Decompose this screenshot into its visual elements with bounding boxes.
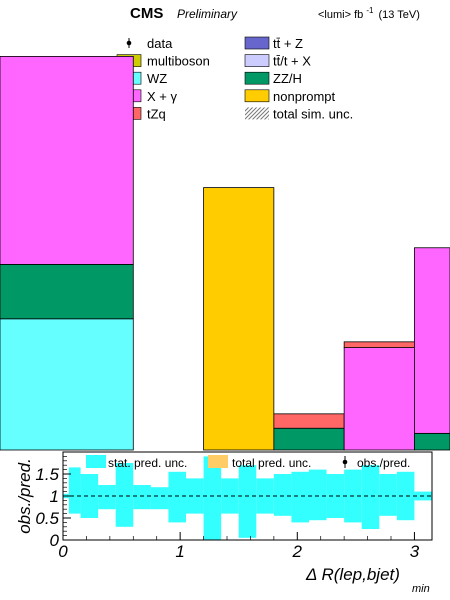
legend-data-label: data <box>147 36 173 51</box>
ratio-stat-band-12 <box>256 478 274 514</box>
ratio-ytick-label-1: 0.5 <box>35 509 59 528</box>
ratio-stat-band-20 <box>396 471 415 521</box>
ratio-stat-band-6 <box>150 487 169 510</box>
ratio-legend: stat. pred. unc. total pred. unc. obs./pre… <box>86 455 410 470</box>
legend-nonprompt-label: nonprompt <box>273 89 336 104</box>
bar-zz-h-bin-0 <box>0 263 134 320</box>
legend: data multiboson WZ X + γ tZq tt̄ + Z tt̄/t + X… <box>116 36 353 121</box>
x-axis-title-subscript: min <box>412 583 430 595</box>
legend-totunc-swatch <box>245 107 269 120</box>
ratio-stat-band-1 <box>68 467 81 514</box>
legend-tzq-label: tZq <box>147 106 166 121</box>
ratio-y-axis: 0 0.5 1 1.5 <box>35 456 71 550</box>
legend-data-marker <box>126 40 132 46</box>
bar-zz-h-bin-5 <box>414 432 450 451</box>
bar-tzq-bin-4 <box>343 341 415 348</box>
energy-text: (13 TeV) <box>379 9 420 21</box>
ratio-y-title: obs./pred. <box>15 458 34 534</box>
bar-zz-h-bin-3 <box>273 427 345 451</box>
ratio-stat-band-14 <box>291 471 309 523</box>
ratio-stat-band-7 <box>168 471 186 523</box>
legend-totunc-label: total sim. unc. <box>273 106 353 121</box>
ratio-legend-label-2: obs./pred. <box>357 456 410 470</box>
ratio-stat-band-15 <box>309 469 327 521</box>
lumi-text: <lumi> fb <box>318 9 363 21</box>
ratio-stat-band-18 <box>361 465 380 529</box>
ratio-stat-band-8 <box>186 478 204 514</box>
ratio-ytick-label-3: 1.5 <box>35 465 59 484</box>
ratio-xtick-label-1: 1 <box>175 542 184 561</box>
bar-x--bin-0 <box>0 56 134 265</box>
legend-zzh-swatch <box>244 71 270 85</box>
ratio-stat-band-3 <box>98 485 116 510</box>
legend-xgamma-label: X + γ <box>147 89 177 104</box>
ratio-xtick-label-0: 0 <box>58 542 68 561</box>
ratio-stat-band-16 <box>326 474 345 518</box>
main-plot <box>0 56 450 451</box>
legend-ttx-swatch <box>244 54 270 67</box>
ratio-legend-label-0: stat. pred. unc. <box>108 456 187 470</box>
legend-ttz-label: tt̄ + Z <box>273 36 303 51</box>
ratio-legend-marker-2 <box>342 459 348 465</box>
bar-tzq-bin-3 <box>273 413 345 429</box>
experiment-label: CMS <box>130 5 163 22</box>
ratio-stat-bands <box>63 456 432 540</box>
ratio-stat-band-13 <box>273 474 292 516</box>
ratio-stat-band-11 <box>238 465 257 538</box>
ratio-legend-swatch-1 <box>208 455 228 468</box>
legend-multiboson-label: multiboson <box>147 54 210 69</box>
ratio-stat-band-2 <box>80 474 99 518</box>
legend-nonprompt-swatch <box>244 89 270 103</box>
bar-x--bin-5 <box>414 247 450 434</box>
bar-wz-bin-0 <box>0 318 134 451</box>
lumi-superscript: -1 <box>366 6 374 15</box>
legend-ttx-label: tt̄/t + X <box>273 54 311 69</box>
legend-ttz-swatch <box>244 36 270 50</box>
ratio-ytick-label-2: 1 <box>50 487 59 506</box>
bar-x--bin-4 <box>343 347 415 451</box>
ratio-stat-band-4 <box>115 463 134 527</box>
ratio-plot: 0 0.5 1 1.5 0 1 2 3 stat. pred. unc. total pred… <box>15 451 433 595</box>
ratio-stat-band-19 <box>379 474 397 516</box>
status-label: Preliminary <box>177 7 238 21</box>
ratio-stat-band-5 <box>133 485 151 510</box>
x-axis-title: Δ R(lep,bjet) <box>305 565 400 584</box>
ratio-legend-label-1: total pred. unc. <box>232 456 311 470</box>
ratio-x-axis: 0 1 2 3 <box>58 532 420 561</box>
ratio-xtick-label-3: 3 <box>410 542 420 561</box>
lumi-label: <lumi> fb -1 (13 TeV) <box>318 4 420 21</box>
ratio-ytick-label-0: 0 <box>50 531 60 550</box>
ratio-legend-swatch-0 <box>86 455 106 468</box>
ratio-stat-band-9 <box>203 456 222 540</box>
legend-wz-label: WZ <box>147 71 167 86</box>
ratio-stat-band-10 <box>221 478 239 514</box>
legend-zzh-label: ZZ/H <box>273 71 302 86</box>
bar-nonprompt-bin-2 <box>203 187 275 451</box>
ratio-xtick-label-2: 2 <box>292 542 303 561</box>
